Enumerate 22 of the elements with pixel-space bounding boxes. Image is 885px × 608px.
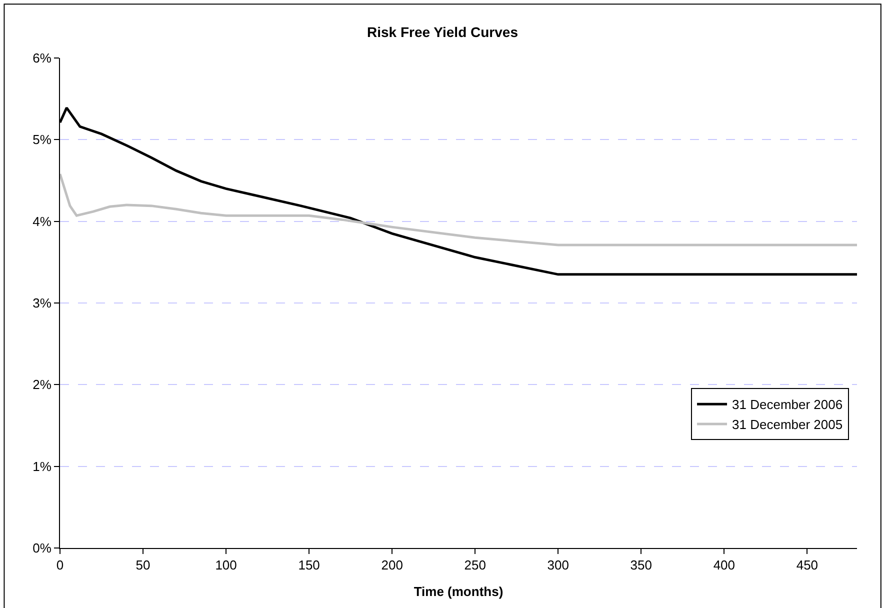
y-tick-label: 4%: [32, 214, 52, 229]
x-tick-label: 300: [547, 558, 569, 573]
x-tick-label: 350: [630, 558, 652, 573]
x-tick-label: 250: [464, 558, 486, 573]
x-tick-label: 50: [136, 558, 150, 573]
legend-label: 31 December 2006: [732, 397, 843, 412]
chart-title: Risk Free Yield Curves: [367, 24, 518, 40]
y-tick-label: 6%: [32, 50, 52, 66]
x-tick-label: 0: [56, 558, 64, 573]
x-tick-label: 400: [713, 558, 736, 573]
x-tick-label: 100: [215, 558, 237, 573]
x-tick-label: 450: [796, 558, 818, 573]
x-tick-label: 200: [381, 558, 403, 573]
y-tick-label: 0%: [32, 540, 52, 556]
y-tick-label: 1%: [32, 458, 52, 474]
line-series: [60, 172, 857, 246]
y-tick-label: 3%: [32, 296, 52, 311]
legend-label: 31 December 2005: [732, 417, 843, 432]
x-tick-label: 150: [298, 558, 320, 573]
y-tick-label: 5%: [32, 132, 52, 148]
y-tick-label: 2%: [32, 377, 52, 392]
x-axis-title: Time (months): [414, 584, 504, 600]
